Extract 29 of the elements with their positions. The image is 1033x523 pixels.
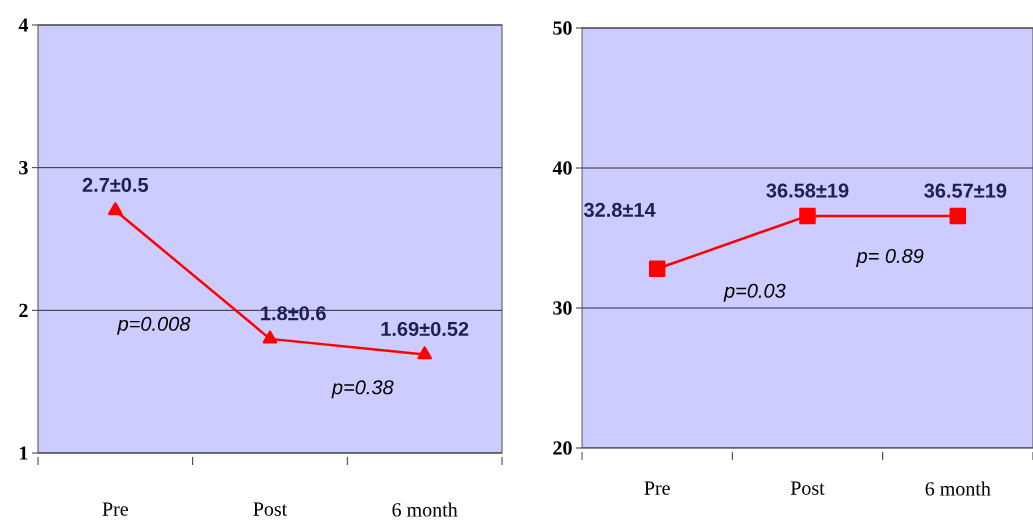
y-tick-label: 1	[20, 446, 28, 460]
y-tick-label: 2	[19, 303, 28, 317]
annotation: p=0.008	[117, 316, 191, 335]
data-label: 2.7±0.5	[82, 177, 149, 192]
point	[108, 202, 123, 216]
y-tick-label: 50	[553, 21, 572, 35]
point	[799, 207, 816, 225]
point	[949, 207, 967, 225]
data-label: 36.57±19	[924, 183, 1007, 198]
annotation: p=0.03	[723, 283, 786, 302]
data-label: 32.8±14	[583, 202, 656, 217]
y-tick-label: 40	[552, 161, 572, 175]
point	[262, 330, 278, 344]
y-tick-label: 4	[18, 18, 29, 32]
annotation: p= 0.89	[856, 248, 924, 267]
y-tick-label: 3	[19, 160, 28, 175]
x-tick-label: Post	[790, 481, 825, 495]
y-tick-label: 30	[553, 301, 572, 315]
x-tick-label: 6 month	[392, 502, 458, 517]
x-tick-label: Pre	[102, 502, 128, 516]
x-tick-label: Pre	[644, 481, 670, 495]
x-tick-label: 6 month	[925, 481, 991, 496]
data-label: 1.69±0.52	[381, 321, 469, 337]
annotation: p=0.38	[331, 380, 394, 399]
point	[417, 346, 432, 360]
point	[648, 260, 666, 278]
data-label: 36.58±19	[766, 183, 849, 198]
y-tick-label: 20	[553, 441, 572, 455]
x-tick-label: Post	[253, 502, 288, 516]
